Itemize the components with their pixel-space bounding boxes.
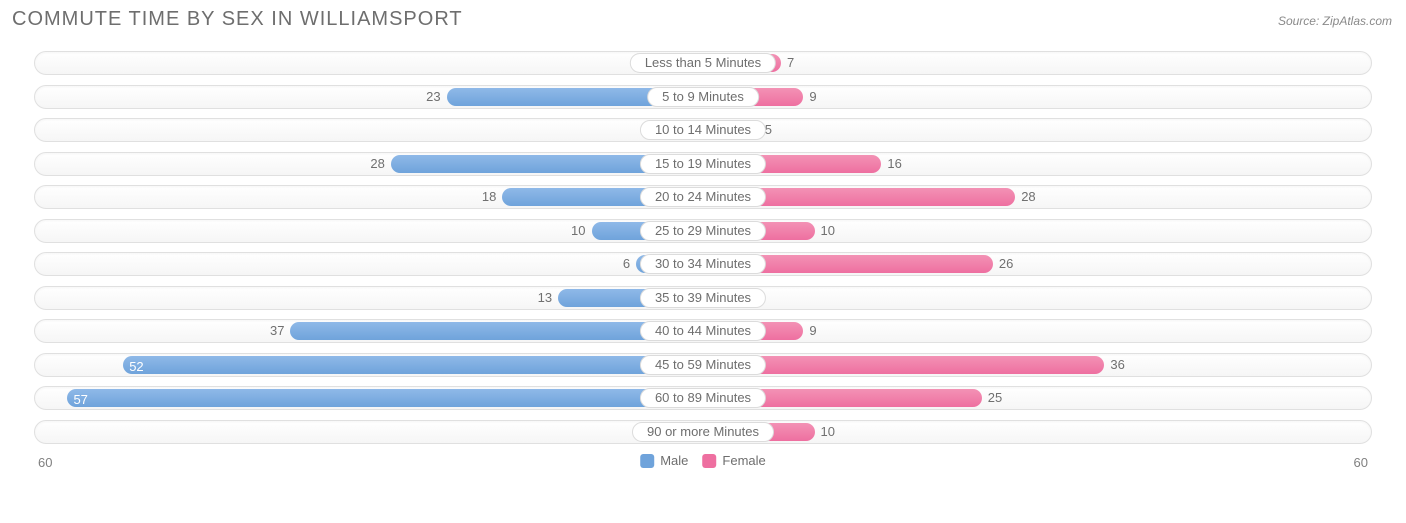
value-male: 13 xyxy=(538,287,552,309)
value-male: 23 xyxy=(426,86,440,108)
category-label: 90 or more Minutes xyxy=(632,422,774,442)
category-label: 40 to 44 Minutes xyxy=(640,321,766,341)
category-label: 20 to 24 Minutes xyxy=(640,187,766,207)
chart-row: 23 9 5 to 9 Minutes xyxy=(34,85,1372,109)
value-male: 28 xyxy=(370,153,384,175)
chart-container: COMMUTE TIME BY SEX IN WILLIAMSPORT Sour… xyxy=(0,0,1406,523)
axis-label-right: 60 xyxy=(1354,455,1368,470)
value-female: 25 xyxy=(988,387,1002,409)
legend-item-female: Female xyxy=(702,453,765,468)
category-label: 30 to 34 Minutes xyxy=(640,254,766,274)
category-label: 25 to 29 Minutes xyxy=(640,221,766,241)
value-female: 7 xyxy=(787,52,794,74)
bar-male: 52 xyxy=(123,356,703,374)
legend-item-male: Male xyxy=(640,453,688,468)
legend-label-male: Male xyxy=(660,453,688,468)
chart-row: 57 25 60 to 89 Minutes xyxy=(34,386,1372,410)
category-label: 60 to 89 Minutes xyxy=(640,388,766,408)
value-male: 52 xyxy=(129,356,143,378)
legend-label-female: Female xyxy=(722,453,765,468)
chart-row: 41090 or more Minutes xyxy=(34,420,1372,444)
chart-row: 18 28 20 to 24 Minutes xyxy=(34,185,1372,209)
value-female: 36 xyxy=(1110,354,1124,376)
category-label: 45 to 59 Minutes xyxy=(640,355,766,375)
chart-row: 4510 to 14 Minutes xyxy=(34,118,1372,142)
value-male: 37 xyxy=(270,320,284,342)
category-label: Less than 5 Minutes xyxy=(630,53,776,73)
value-male: 10 xyxy=(571,220,585,242)
chart-row: 6 26 30 to 34 Minutes xyxy=(34,252,1372,276)
legend-swatch-male xyxy=(640,454,654,468)
chart-row: 37Less than 5 Minutes xyxy=(34,51,1372,75)
chart-row: 37 9 40 to 44 Minutes xyxy=(34,319,1372,343)
legend-swatch-female xyxy=(702,454,716,468)
value-female: 28 xyxy=(1021,186,1035,208)
category-label: 5 to 9 Minutes xyxy=(647,87,759,107)
value-male: 57 xyxy=(73,389,87,411)
legend: Male Female xyxy=(640,453,766,468)
chart-row: 10 10 25 to 29 Minutes xyxy=(34,219,1372,243)
chart-source: Source: ZipAtlas.com xyxy=(1278,14,1392,28)
chart-row: 13035 to 39 Minutes xyxy=(34,286,1372,310)
chart-footer: 60 Male Female 60 xyxy=(12,453,1394,475)
value-female: 10 xyxy=(821,220,835,242)
chart-row: 52 36 45 to 59 Minutes xyxy=(34,353,1372,377)
chart-title: COMMUTE TIME BY SEX IN WILLIAMSPORT xyxy=(12,8,1394,31)
value-female: 10 xyxy=(821,421,835,443)
axis-label-left: 60 xyxy=(38,455,52,470)
bar-male: 57 xyxy=(67,389,703,407)
value-female: 16 xyxy=(887,153,901,175)
value-female: 9 xyxy=(809,86,816,108)
chart-area: 37 Less than 5 Minutes 23 9 5 to 9 Minutes 45… xyxy=(12,51,1394,444)
chart-row: 28 16 15 to 19 Minutes xyxy=(34,152,1372,176)
value-female: 9 xyxy=(809,320,816,342)
category-label: 35 to 39 Minutes xyxy=(640,288,766,308)
value-male: 6 xyxy=(623,253,630,275)
category-label: 15 to 19 Minutes xyxy=(640,154,766,174)
value-male: 18 xyxy=(482,186,496,208)
value-female: 26 xyxy=(999,253,1013,275)
category-label: 10 to 14 Minutes xyxy=(640,120,766,140)
